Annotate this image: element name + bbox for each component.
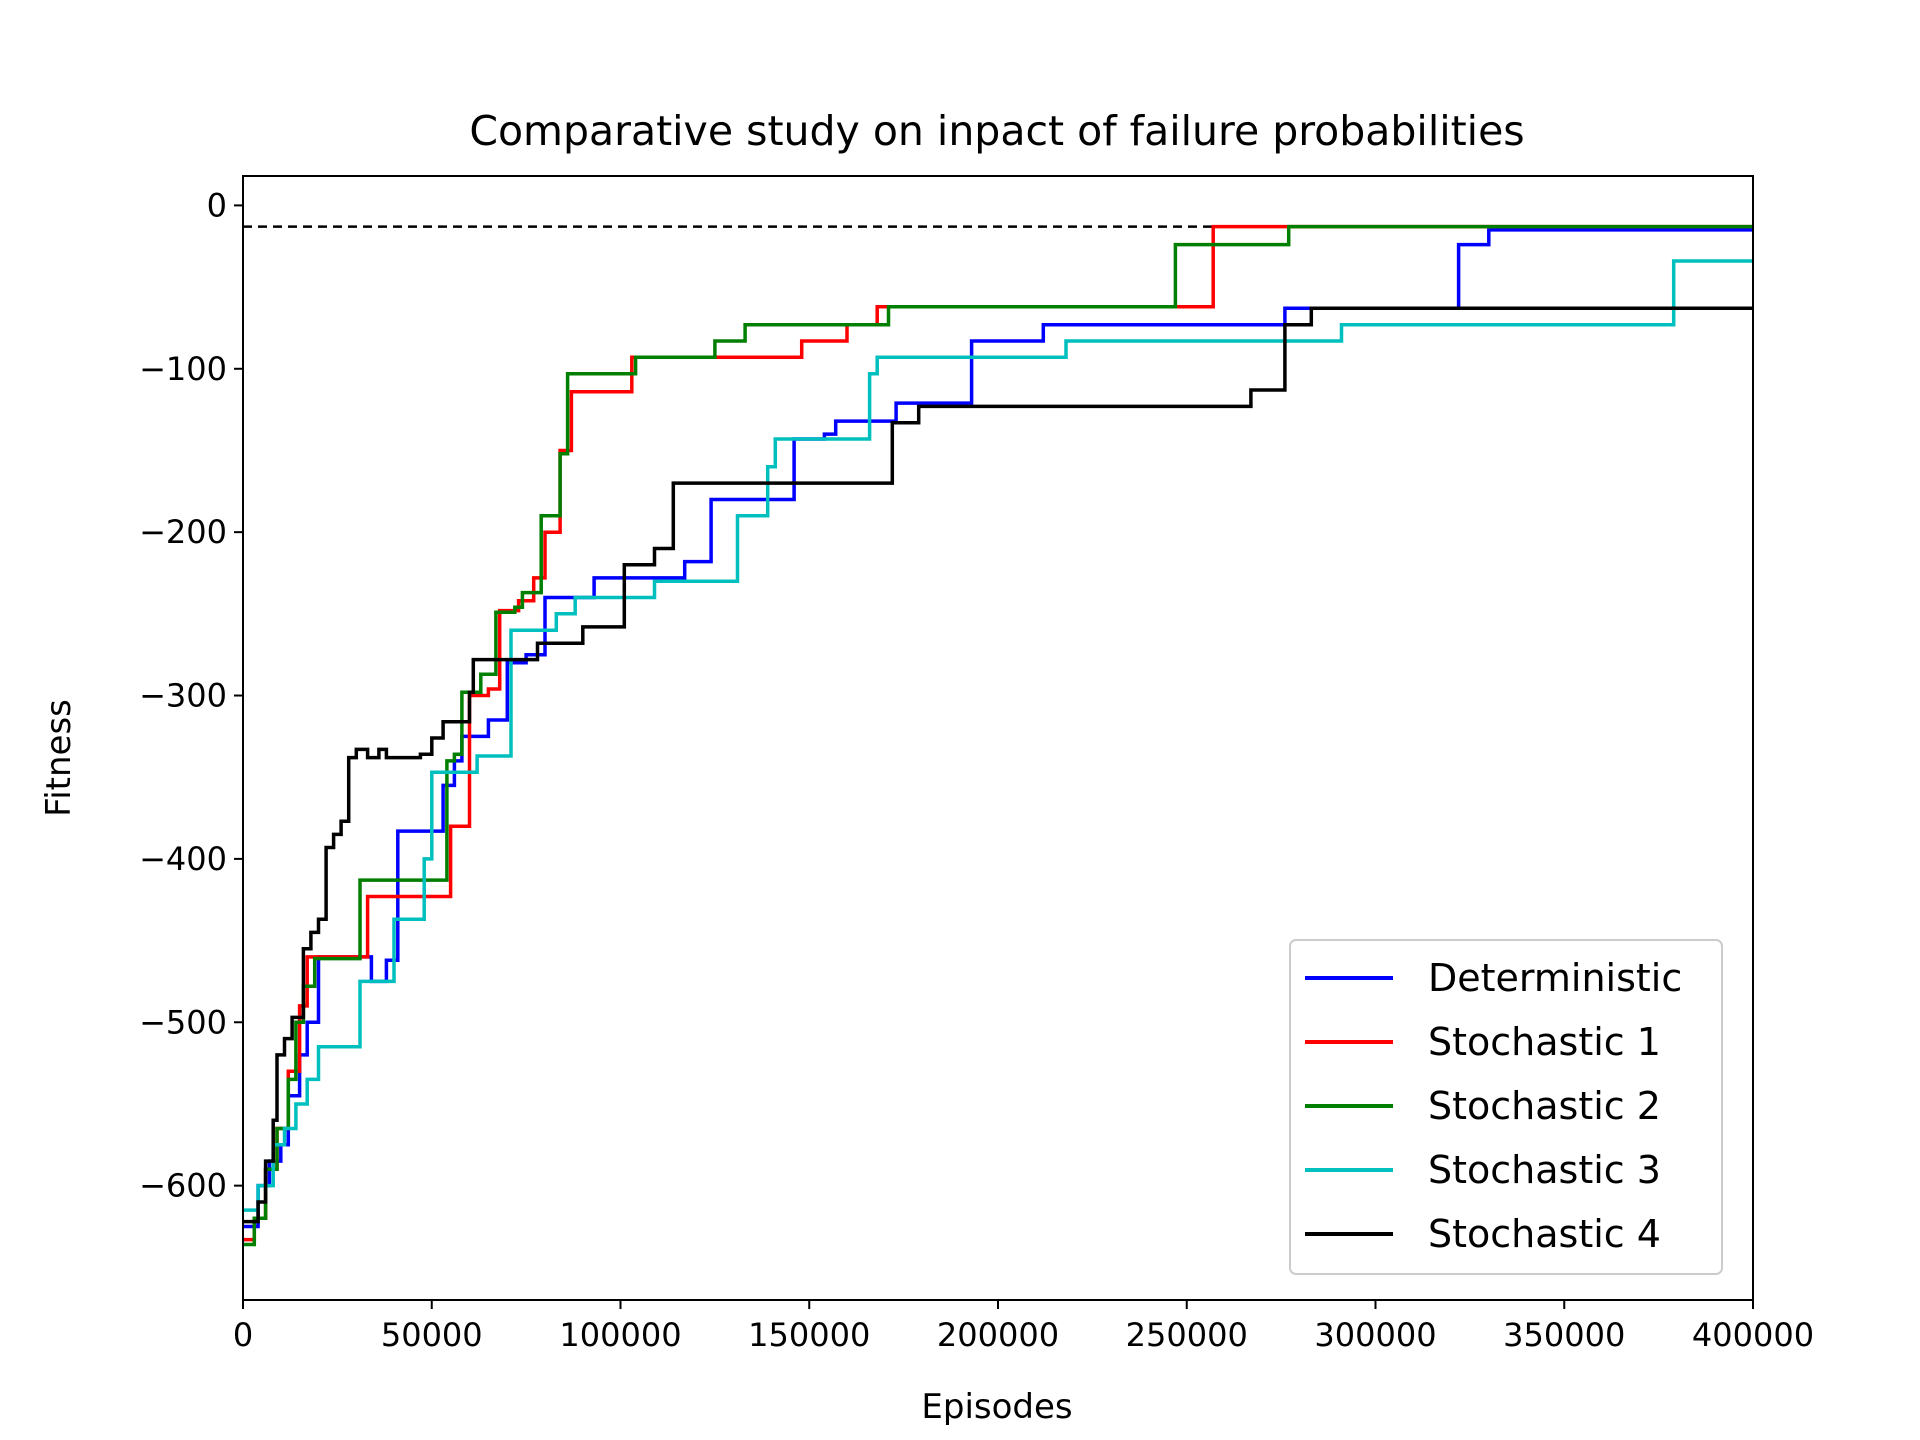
series-line-1	[243, 228, 1753, 1229]
legend-label: Deterministic	[1428, 956, 1682, 1000]
x-axis: 0 50000 100000 150000 200000 250000 300000 3500…	[233, 1300, 1814, 1354]
x-tick-label: 100000	[559, 1316, 681, 1354]
x-tick-label: 200000	[937, 1316, 1059, 1354]
y-axis-label: Fitness	[39, 699, 79, 817]
y-tick-label: −300	[139, 677, 227, 715]
y-tick-label: −100	[139, 350, 227, 388]
legend-label: Stochastic 1	[1428, 1020, 1661, 1064]
x-axis-label: Episodes	[921, 1387, 1072, 1427]
series-line-4	[243, 259, 1753, 1212]
x-tick-label: 400000	[1692, 1316, 1814, 1354]
plot-frame	[242, 175, 1754, 1301]
chart-title: Comparative study on inpact of failure p…	[469, 107, 1524, 155]
legend-label: Stochastic 4	[1428, 1212, 1661, 1256]
x-tick-label: 0	[233, 1316, 253, 1354]
legend-box	[1289, 939, 1723, 1275]
legend-label: Stochastic 2	[1428, 1084, 1661, 1128]
x-tick-label: 50000	[381, 1316, 483, 1354]
y-tick-label: −400	[139, 840, 227, 878]
x-tick-label: 350000	[1503, 1316, 1625, 1354]
legend-label: Stochastic 3	[1428, 1148, 1661, 1192]
x-tick-label: 300000	[1314, 1316, 1436, 1354]
series-line-5	[243, 306, 1753, 1224]
y-tick-label: −600	[139, 1167, 227, 1205]
series-line-3	[243, 224, 1753, 1247]
x-tick-label: 250000	[1126, 1316, 1248, 1354]
legend: Deterministic Stochastic 1 Stochastic 2 Sto…	[1289, 939, 1723, 1275]
y-tick-label: 0	[207, 186, 227, 224]
y-axis: 0 −100 −200 −300 −400 −500 −600	[139, 186, 243, 1205]
y-tick-label: −500	[139, 1003, 227, 1041]
x-tick-label: 150000	[748, 1316, 870, 1354]
y-tick-label: −200	[139, 513, 227, 551]
